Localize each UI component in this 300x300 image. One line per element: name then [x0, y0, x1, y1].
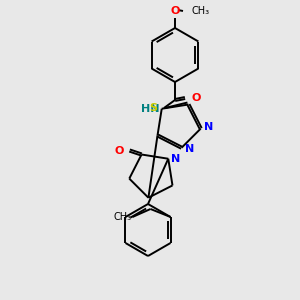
Text: O: O	[191, 93, 200, 103]
Text: O: O	[170, 6, 180, 16]
Text: S: S	[150, 103, 158, 113]
Text: CH₃: CH₃	[191, 6, 209, 16]
Text: HN: HN	[140, 104, 159, 114]
Text: N: N	[171, 154, 181, 164]
Text: CH₃: CH₃	[113, 212, 131, 222]
Text: N: N	[184, 144, 194, 154]
Text: O: O	[114, 146, 124, 155]
Text: N: N	[204, 122, 213, 132]
